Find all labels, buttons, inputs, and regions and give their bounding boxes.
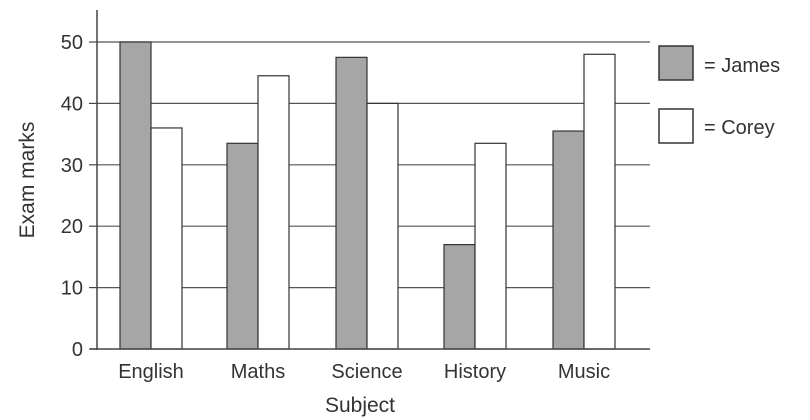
x-tick-label-english: English	[118, 361, 184, 383]
x-tick-label-science: Science	[331, 361, 402, 383]
y-ticks: 0 10 20 30 40 50	[61, 32, 97, 361]
bars	[119, 41, 616, 350]
bar-english-corey	[150, 127, 183, 350]
legend-item-james: = James	[658, 45, 780, 81]
legend-swatch-james	[658, 45, 694, 81]
x-axis-title: Subject	[325, 394, 395, 417]
x-tick-labels: English Maths Science History Music	[118, 361, 610, 383]
legend-swatch-corey	[658, 108, 694, 144]
legend-label-james: = James	[704, 55, 780, 77]
y-tick-label-10: 10	[61, 278, 83, 300]
bar-english-james	[119, 41, 152, 350]
bar-music-corey	[583, 53, 616, 350]
legend-item-corey: = Corey	[658, 108, 775, 144]
axes	[90, 10, 650, 350]
bar-maths-james	[226, 142, 259, 350]
legend-label-corey: = Corey	[704, 117, 775, 139]
x-tick-label-history: History	[444, 361, 506, 383]
y-tick-label-50: 50	[61, 32, 83, 54]
y-tick-label-30: 30	[61, 155, 83, 177]
bar-music-james	[552, 130, 585, 350]
y-axis-title: Exam marks	[16, 122, 39, 239]
bar-science-james	[335, 56, 368, 350]
x-tick-label-music: Music	[558, 361, 610, 383]
legend: = James = Corey	[658, 45, 780, 144]
bar-history-james	[443, 244, 476, 350]
bar-science-corey	[366, 102, 399, 350]
y-tick-label-40: 40	[61, 93, 83, 115]
x-tick-label-maths: Maths	[231, 361, 285, 383]
bar-maths-corey	[257, 75, 290, 350]
y-tick-label-0: 0	[72, 339, 83, 361]
y-tick-label-20: 20	[61, 216, 83, 238]
bar-history-corey	[474, 142, 507, 350]
